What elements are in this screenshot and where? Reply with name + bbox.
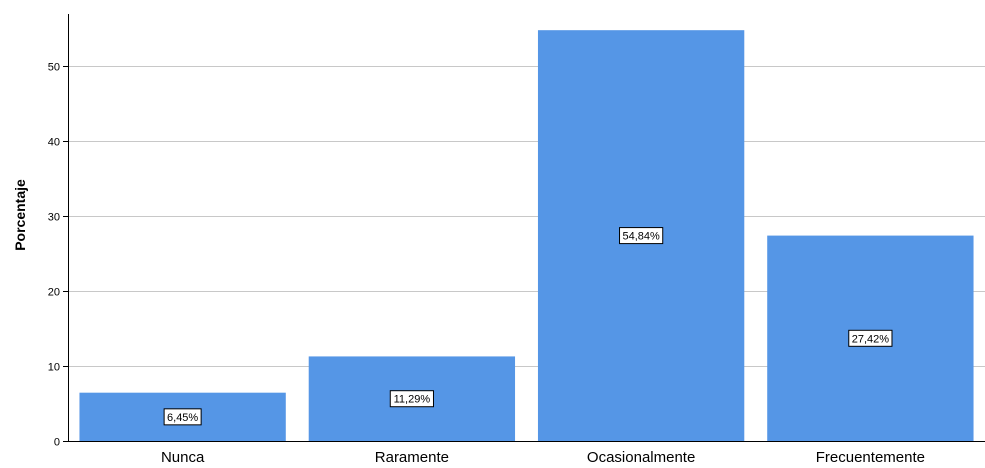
data-label: 54,84% bbox=[622, 231, 660, 243]
data-label: 6,45% bbox=[167, 412, 198, 424]
data-label-box bbox=[619, 227, 664, 245]
data-label-box bbox=[389, 390, 434, 408]
x-tick-label: Ocasionalmente bbox=[587, 449, 695, 466]
axes: 0 10 20 30 40 50 Nunca Raramente Ocasionalmente F… bbox=[48, 14, 985, 466]
x-tick-label: Frecuentemente bbox=[816, 449, 925, 466]
y-tick-label: 50 bbox=[48, 62, 60, 74]
data-label-box bbox=[163, 408, 202, 426]
data-labels: 6,45% 11,29% 54,84% 27,42% bbox=[163, 227, 893, 426]
x-tick-label: Raramente bbox=[375, 449, 449, 466]
y-tick-label: 10 bbox=[48, 362, 60, 374]
y-tick-label: 30 bbox=[48, 212, 60, 224]
y-tick-label: 0 bbox=[54, 437, 60, 449]
x-tick-label: Nunca bbox=[161, 449, 205, 466]
y-tick-label: 40 bbox=[48, 137, 60, 149]
data-label-box bbox=[848, 329, 893, 347]
y-tick-label: 20 bbox=[48, 287, 60, 299]
data-label: 11,29% bbox=[394, 394, 431, 406]
data-label: 27,42% bbox=[852, 333, 890, 345]
y-axis-label: Porcentaje bbox=[12, 179, 28, 251]
bars bbox=[79, 30, 974, 441]
